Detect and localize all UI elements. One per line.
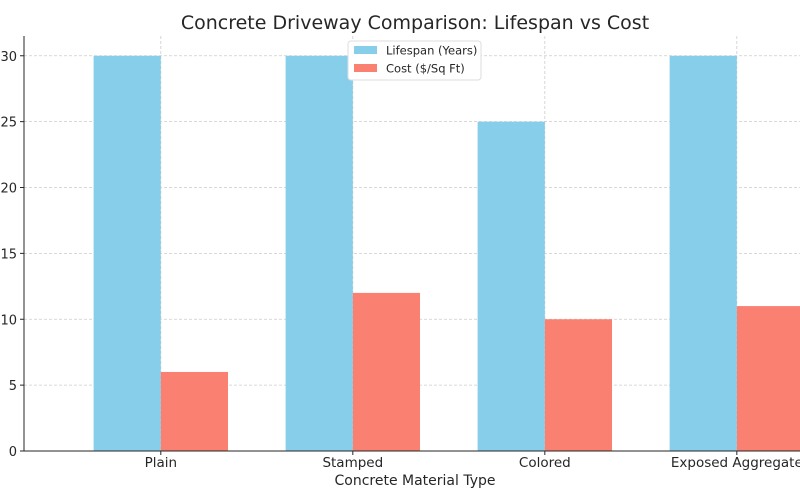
y-tick-label: 10 xyxy=(0,313,17,328)
bar-lifespan-colored xyxy=(477,121,545,451)
bar-lifespan-exposed-aggregate xyxy=(669,55,737,452)
y-tick-label: 30 xyxy=(0,50,17,65)
bar-cost-colored xyxy=(544,319,613,451)
legend-swatch xyxy=(354,64,377,72)
bar-cost-exposed-aggregate xyxy=(736,306,800,451)
legend-label: Lifespan (Years) xyxy=(386,44,477,58)
y-tick-label: 15 xyxy=(0,247,17,262)
bar-cost-plain xyxy=(160,371,229,451)
legend-box xyxy=(347,40,482,81)
x-tick-label: Stamped xyxy=(322,455,383,471)
bar-lifespan-plain xyxy=(93,55,161,452)
y-tick-label: 20 xyxy=(0,182,17,197)
legend-label: Cost ($/Sq Ft) xyxy=(386,62,465,76)
x-tick-label: Exposed Aggregate xyxy=(671,455,800,471)
y-tick-label: 0 xyxy=(9,445,17,460)
bar-lifespan-stamped xyxy=(285,55,353,452)
bar-cost-stamped xyxy=(352,292,421,451)
y-tick-label: 25 xyxy=(0,116,17,131)
chart-title: Concrete Driveway Comparison: Lifespan v… xyxy=(181,12,649,34)
legend: Lifespan (Years) Cost ($/Sq Ft) xyxy=(347,40,482,81)
x-tick-label: Colored xyxy=(519,455,571,471)
x-tick-label: Plain xyxy=(145,455,177,471)
legend-swatch xyxy=(354,46,377,54)
y-tick-label: 5 xyxy=(9,379,17,394)
x-axis-label: Concrete Material Type xyxy=(334,473,495,489)
